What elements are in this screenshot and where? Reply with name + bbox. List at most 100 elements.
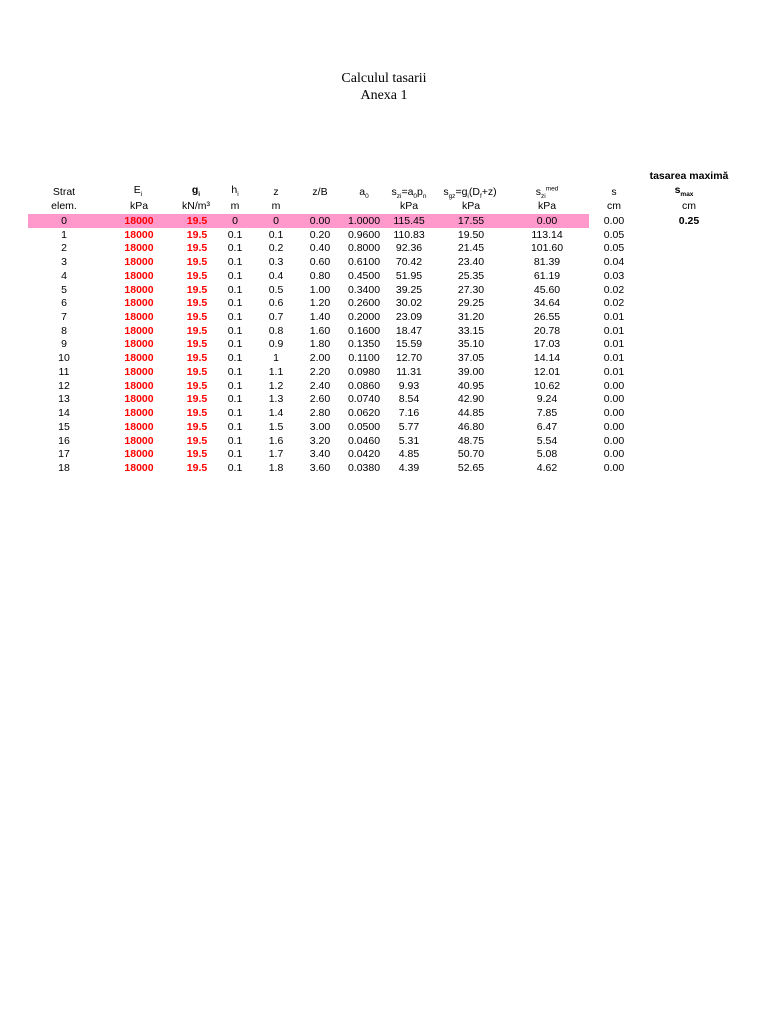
table-row: 11 18000 19.5 0.1 1.1 2.20 0.0980 11.31 39.00 12.… — [0, 366, 768, 380]
unit-h: m — [230, 200, 240, 212]
cell-h: 0.1 — [227, 283, 243, 296]
cell-gamma: 19.5 — [186, 215, 208, 227]
cell-e: 18000 — [124, 297, 154, 310]
header-s: s — [611, 186, 617, 198]
cell-gamma: 19.5 — [186, 365, 208, 378]
cell-zb: 2.00 — [309, 352, 331, 365]
cell-smed: 4.62 — [536, 461, 558, 474]
cell-strat: 5 — [61, 283, 67, 296]
cell-h: 0.1 — [227, 434, 243, 447]
cell-szi: 15.59 — [395, 338, 423, 351]
cell-szi: 12.70 — [395, 352, 423, 365]
cell-smed: 45.60 — [533, 283, 561, 296]
cell-e: 18000 — [124, 228, 154, 241]
cell-alpha: 0.0740 — [347, 393, 381, 406]
cell-z: 1.1 — [268, 365, 284, 378]
cell-zb: 0.40 — [309, 242, 331, 255]
header-h: hi — [231, 184, 239, 199]
cell-gamma: 19.5 — [186, 311, 208, 324]
unit-z: m — [271, 200, 281, 212]
cell-sgz: 48.75 — [457, 434, 485, 447]
table-row: 9 18000 19.5 0.1 0.9 1.80 0.1350 15.59 35.10 17.0… — [0, 338, 768, 352]
cell-smed: 7.85 — [536, 407, 558, 420]
cell-e: 18000 — [124, 461, 154, 474]
cell-z: 1.4 — [268, 407, 284, 420]
smax-header: smax — [674, 184, 694, 199]
cell-s: 0.02 — [603, 283, 625, 296]
cell-h: 0.1 — [227, 242, 243, 255]
cell-smed: 26.55 — [533, 311, 561, 324]
cell-strat: 4 — [61, 269, 67, 282]
cell-sgz: 25.35 — [457, 269, 485, 282]
cell-strat: 15 — [58, 420, 70, 433]
cell-h: 0.1 — [227, 297, 243, 310]
page-title: Calculul tasarii — [341, 71, 427, 86]
cell-gamma: 19.5 — [186, 283, 208, 296]
header-sgz: sgz=gi(Df+z) — [443, 186, 497, 201]
cell-h: 0.1 — [227, 461, 243, 474]
cell-gamma: 19.5 — [186, 297, 208, 310]
cell-h: 0.1 — [227, 269, 243, 282]
header-zb: z/B — [312, 186, 328, 198]
cell-strat: 14 — [58, 407, 70, 420]
cell-alpha: 0.4500 — [347, 269, 381, 282]
table-row: 2 18000 19.5 0.1 0.2 0.40 0.8000 92.36 21.45 101.… — [0, 242, 768, 256]
cell-s: 0.00 — [603, 420, 625, 433]
cell-szi: 30.02 — [395, 297, 423, 310]
header-smed: szimed — [535, 185, 559, 201]
cell-zb: 1.60 — [309, 324, 331, 337]
cell-gamma: 19.5 — [186, 352, 208, 365]
header-e: Ei — [133, 184, 143, 199]
cell-alpha: 0.1350 — [347, 338, 381, 351]
cell-e: 18000 — [124, 324, 154, 337]
cell-gamma: 19.5 — [186, 242, 208, 255]
table-row: 0 18000 19.5 0 0 0.00 1.0000 115.45 17.55 0.00 0.0… — [0, 215, 768, 229]
cell-sgz: 19.50 — [457, 228, 485, 241]
cell-gamma: 19.5 — [186, 338, 208, 351]
cell-z: 0.9 — [268, 338, 284, 351]
cell-sgz: 27.30 — [457, 283, 485, 296]
cell-s: 0.00 — [603, 434, 625, 447]
cell-s: 0.01 — [603, 352, 625, 365]
cell-gamma: 19.5 — [186, 324, 208, 337]
cell-alpha: 0.1600 — [347, 324, 381, 337]
cell-sgz: 17.55 — [457, 215, 485, 227]
cell-szi: 92.36 — [395, 242, 423, 255]
unit-e: kPa — [129, 200, 149, 212]
cell-smed: 10.62 — [533, 379, 561, 392]
cell-alpha: 0.0980 — [347, 365, 381, 378]
cell-sgz: 29.25 — [457, 297, 485, 310]
cell-smed: 5.08 — [536, 448, 558, 461]
cell-alpha: 1.0000 — [347, 215, 381, 227]
table-row: 4 18000 19.5 0.1 0.4 0.80 0.4500 51.95 25.35 61.1… — [0, 270, 768, 284]
cell-e: 18000 — [124, 338, 154, 351]
cell-szi: 7.16 — [398, 407, 420, 420]
cell-s: 0.05 — [603, 228, 625, 241]
cell-smed: 34.64 — [533, 297, 561, 310]
cell-strat: 18 — [58, 461, 70, 474]
cell-szi: 5.77 — [398, 420, 420, 433]
cell-h: 0.1 — [227, 352, 243, 365]
cell-smed: 61.19 — [533, 269, 561, 282]
max-settlement-title: tasarea maximă — [649, 170, 729, 182]
table-row: 15 18000 19.5 0.1 1.5 3.00 0.0500 5.77 46.80 6.47… — [0, 421, 768, 435]
cell-szi: 39.25 — [395, 283, 423, 296]
cell-zb: 0.80 — [309, 269, 331, 282]
cell-alpha: 0.0420 — [347, 448, 381, 461]
cell-gamma: 19.5 — [186, 407, 208, 420]
cell-z: 0.2 — [268, 242, 284, 255]
cell-h: 0.1 — [227, 256, 243, 269]
header-gamma: gi — [191, 184, 201, 199]
cell-sgz: 33.15 — [457, 324, 485, 337]
cell-smed: 113.14 — [531, 228, 563, 241]
highlighted-row-background — [28, 214, 589, 228]
cell-strat: 11 — [58, 365, 70, 378]
cell-sgz: 31.20 — [457, 311, 485, 324]
table-row: 5 18000 19.5 0.1 0.5 1.00 0.3400 39.25 27.30 45.6… — [0, 284, 768, 298]
cell-szi: 18.47 — [395, 324, 423, 337]
cell-z: 0.4 — [268, 269, 284, 282]
cell-alpha: 0.0860 — [347, 379, 381, 392]
cell-s: 0.00 — [603, 407, 625, 420]
cell-smed: 14.14 — [533, 352, 561, 365]
cell-e: 18000 — [124, 215, 154, 227]
